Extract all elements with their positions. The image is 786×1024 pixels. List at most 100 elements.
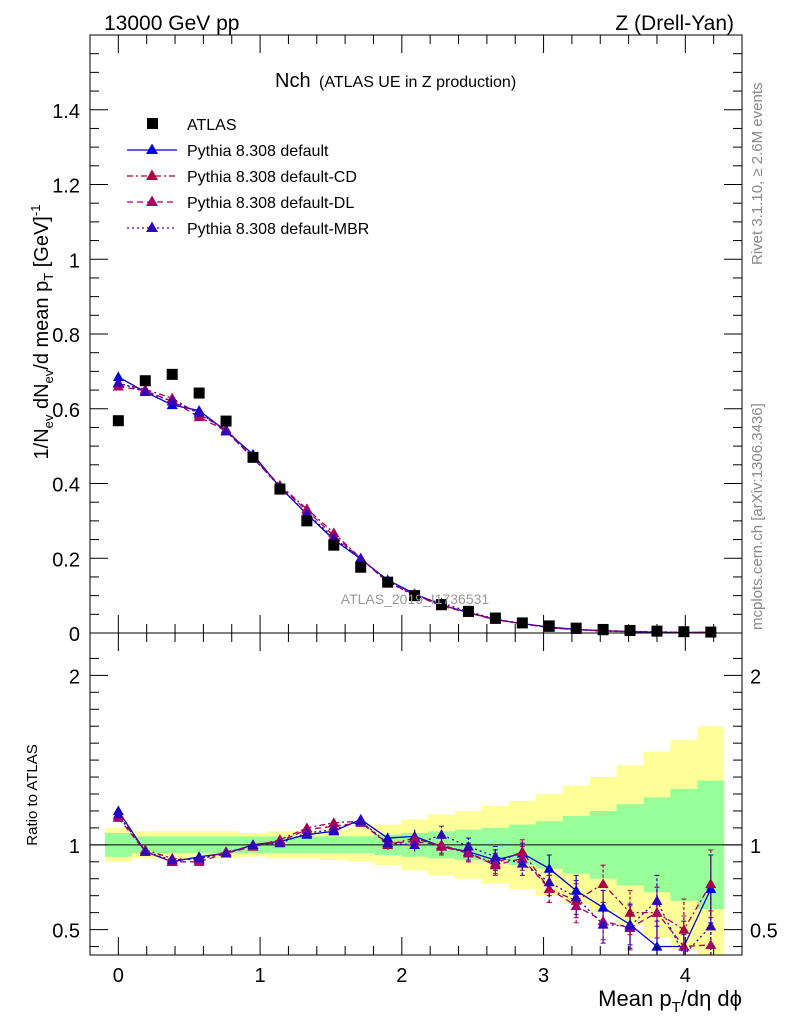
main-point-atlas bbox=[328, 539, 340, 551]
main-point-atlas bbox=[705, 626, 717, 638]
main-point-atlas bbox=[166, 368, 178, 380]
main-line-dl bbox=[118, 385, 711, 634]
plot-title-sub: (ATLAS UE in Z production) bbox=[319, 74, 516, 91]
ratio-xlabel: Mean pT/dη dϕ bbox=[598, 986, 742, 1016]
legend-marker-default bbox=[146, 143, 158, 154]
ratio-point-dl bbox=[436, 839, 448, 849]
ratio-ytick-label-right: 1 bbox=[750, 836, 761, 858]
ratio-point-mbr bbox=[409, 839, 421, 849]
main-point-atlas bbox=[436, 599, 448, 611]
ratio-xtick-label: 1 bbox=[255, 965, 266, 987]
ratio-ylabel: Ratio to ATLAS bbox=[24, 744, 41, 845]
main-point-atlas bbox=[193, 387, 205, 399]
legend-marker-mbr bbox=[146, 221, 158, 232]
main-axis-ticks: 0 0.2 0.4 0.6 0.8 1 1.2 1.4 bbox=[52, 35, 742, 646]
main-point-atlas bbox=[489, 612, 501, 624]
ratio-point-mbr bbox=[274, 837, 286, 848]
main-point-atlas bbox=[274, 483, 286, 495]
xlabel-part-a: Mean p bbox=[598, 986, 671, 1011]
plot-title-main: Nch bbox=[275, 70, 311, 92]
ratio-point-mbr bbox=[597, 918, 609, 929]
ratio-point-mbr bbox=[705, 920, 717, 931]
main-ytick-label: 0.8 bbox=[52, 325, 80, 347]
ratio-ytick-label: 0.5 bbox=[52, 921, 80, 943]
ratio-xtick-label: 4 bbox=[680, 965, 691, 987]
ratio-ytick-label-right: 0.5 bbox=[750, 921, 778, 943]
ratio-point-default bbox=[382, 832, 394, 843]
main-point-mbr bbox=[139, 386, 151, 397]
ratio-point-mbr bbox=[301, 827, 313, 838]
ratio-point-mbr bbox=[139, 846, 151, 856]
main-plot-marks bbox=[112, 368, 717, 638]
main-point-atlas bbox=[382, 576, 394, 588]
ratio-point-cd bbox=[624, 907, 636, 917]
ratio-point-mbr bbox=[220, 847, 232, 858]
xlabel-part-b: T bbox=[672, 999, 681, 1016]
legend-marker-dl bbox=[146, 195, 158, 206]
ratio-point-mbr bbox=[624, 920, 636, 931]
ylabel-part-a: 1/N bbox=[31, 428, 53, 459]
ylabel-part-b: ev bbox=[41, 414, 56, 428]
legend: ATLAS Pythia 8.308 default Pythia 8.308 … bbox=[127, 117, 369, 238]
main-point-mbr bbox=[193, 406, 205, 417]
ylabel-part-e: /d mean p bbox=[31, 281, 53, 370]
analysis-watermark: ATLAS_2019_I1736531 bbox=[341, 591, 490, 607]
header-right-title: Z (Drell-Yan) bbox=[615, 12, 734, 35]
main-ylabel: 1/Nev dNev/d mean pT [GeV]-1 bbox=[28, 205, 56, 460]
ratio-point-mbr bbox=[355, 815, 367, 826]
main-point-atlas bbox=[301, 515, 313, 527]
ratio-point-mbr bbox=[462, 841, 474, 851]
legend-marker-cd bbox=[146, 169, 158, 180]
ratio-point-mbr bbox=[247, 839, 259, 849]
ratio-point-cd bbox=[678, 924, 690, 934]
ratio-point-mbr bbox=[570, 891, 582, 902]
ratio-point-cd bbox=[705, 878, 717, 888]
mcplots-label: mcplots.cern.ch [arXiv:1306.3436] bbox=[749, 403, 766, 630]
ratio-panel: 0.5 0.5 1 1 2 2 0 1 2 3 4 Ratio to ATLAS Mean pT/d… bbox=[24, 632, 778, 1016]
main-point-atlas bbox=[355, 561, 367, 573]
main-point-atlas bbox=[409, 590, 421, 602]
ratio-point-mbr bbox=[543, 876, 555, 887]
ylabel-part-c: dN bbox=[31, 383, 53, 414]
ratio-point-mbr bbox=[436, 829, 448, 839]
ratio-point-mbr bbox=[112, 808, 124, 819]
ylabel-part-f: T bbox=[41, 273, 56, 281]
ratio-point-default bbox=[570, 885, 582, 895]
ratio-ytick-label-right: 2 bbox=[750, 666, 761, 688]
ratio-point-dl bbox=[489, 859, 501, 870]
ylabel-part-d: ev bbox=[41, 369, 56, 383]
ratio-line-mbr bbox=[117, 813, 712, 957]
ratio-point-dl bbox=[462, 847, 474, 858]
ratio-point-dl bbox=[678, 941, 690, 951]
main-ytick-label: 1 bbox=[69, 250, 80, 272]
main-ytick-label: 0.2 bbox=[52, 549, 80, 571]
ratio-point-cd bbox=[597, 878, 609, 888]
ratio-point-default bbox=[597, 902, 609, 912]
main-point-default bbox=[112, 371, 124, 382]
main-ytick-label: 1.4 bbox=[52, 101, 80, 123]
main-ytick-label: 0 bbox=[69, 624, 80, 646]
main-point-atlas bbox=[247, 451, 259, 463]
ratio-ytick-label: 1 bbox=[69, 836, 80, 858]
main-point-mbr bbox=[220, 425, 232, 436]
ratio-line-dl bbox=[117, 817, 711, 948]
ratio-ytick-label: 2 bbox=[69, 666, 80, 688]
main-point-mbr bbox=[112, 377, 124, 387]
main-point-mbr bbox=[301, 507, 313, 518]
legend-label-dl: Pythia 8.308 default-DL bbox=[187, 195, 354, 212]
ratio-xtick-label: 0 bbox=[113, 965, 124, 987]
ratio-point-mbr bbox=[651, 895, 663, 905]
header-left-title: 13000 GeV pp bbox=[104, 12, 239, 35]
ratio-point-mbr bbox=[489, 851, 501, 861]
ratio-point-mbr bbox=[193, 852, 205, 863]
legend-marker-atlas bbox=[147, 118, 158, 129]
ratio-point-dl bbox=[570, 900, 582, 910]
main-point-mbr bbox=[328, 532, 340, 542]
ratio-line-cd bbox=[117, 815, 712, 931]
main-point-atlas bbox=[112, 415, 124, 427]
main-point-atlas bbox=[516, 617, 528, 629]
ratio-xtick-label: 3 bbox=[538, 965, 549, 987]
main-ytick-label: 0.4 bbox=[52, 475, 80, 497]
legend-label-mbr: Pythia 8.308 default-MBR bbox=[187, 221, 369, 238]
